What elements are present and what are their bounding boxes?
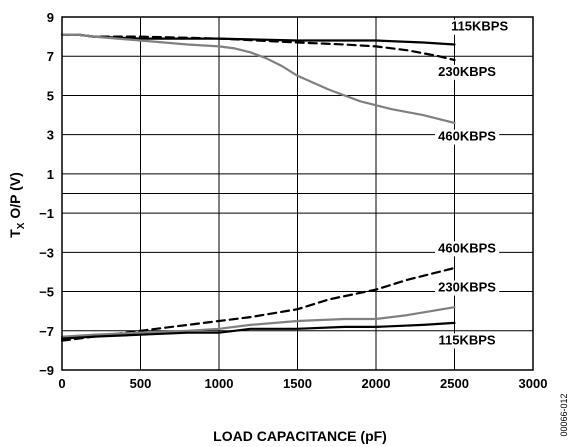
series-line <box>60 321 456 340</box>
x-tick-label: 3000 <box>519 376 548 391</box>
x-tick-labels: 0 500 1000 1500 2000 2500 3000 <box>58 376 547 391</box>
x-tick-label: 0 <box>58 376 65 391</box>
y-tick-label: 7 <box>47 49 54 64</box>
series-labels: 115KBPS 230KBPS 460KBPS 460KBPS 230KBPS 115KB… <box>434 19 512 349</box>
series-label-background <box>434 241 500 257</box>
series-label-background <box>434 64 500 80</box>
y-tick-label: 1 <box>47 167 54 182</box>
y-axis-title-rest: O/P (V) <box>7 172 23 222</box>
grid <box>62 17 533 370</box>
series-label-background <box>434 280 500 296</box>
series-label-background <box>434 333 500 349</box>
plot-frame <box>61 16 534 371</box>
series-label-background <box>447 19 512 35</box>
y-axis-title: TX O/P (V) <box>7 172 27 238</box>
x-tick-label: 2000 <box>362 376 391 391</box>
series-label: 115KBPS <box>451 19 508 34</box>
series-label-background <box>434 129 500 145</box>
x-tick-label: 2500 <box>440 376 469 391</box>
series-label: 115KBPS <box>439 333 496 348</box>
series-line <box>60 306 456 338</box>
series-line <box>60 266 456 342</box>
y-tick-label: 9 <box>47 10 54 25</box>
figure-id: 00066-012 <box>559 393 569 436</box>
y-tick-label: 5 <box>47 88 54 103</box>
series-line <box>60 33 456 125</box>
series-layer <box>60 33 456 342</box>
series-label: 460KBPS <box>438 129 496 144</box>
y-tick-label: −5 <box>39 285 54 300</box>
y-tick-labels: 9 7 5 3 1 −1 −3 −5 −7 −9 <box>39 10 54 378</box>
x-tick-label: 1000 <box>205 376 234 391</box>
series-label: 460KBPS <box>438 240 496 255</box>
y-tick-label: −7 <box>39 324 54 339</box>
x-tick-label: 1500 <box>283 376 312 391</box>
y-axis-title-sub: X <box>16 222 27 229</box>
x-axis-title: LOAD CAPACITANCE (pF) <box>213 428 387 444</box>
y-axis-title-main: T <box>7 229 23 238</box>
y-tick-label: −3 <box>39 245 54 260</box>
y-tick-label: −9 <box>39 363 54 378</box>
y-tick-label: 3 <box>47 128 54 143</box>
series-label: 230KBPS <box>438 280 496 295</box>
y-tick-label: −1 <box>39 206 54 221</box>
series-label: 230KBPS <box>438 64 496 79</box>
x-tick-label: 500 <box>130 376 152 391</box>
